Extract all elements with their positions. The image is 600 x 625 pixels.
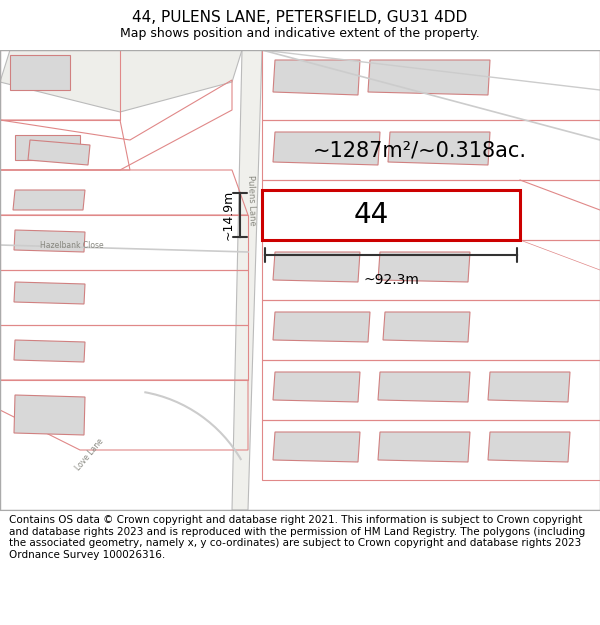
Polygon shape (14, 230, 85, 252)
Polygon shape (28, 140, 90, 165)
Polygon shape (273, 252, 360, 282)
Polygon shape (15, 135, 80, 160)
Polygon shape (488, 372, 570, 402)
Polygon shape (14, 340, 85, 362)
Polygon shape (378, 432, 470, 462)
Polygon shape (232, 50, 262, 510)
Polygon shape (378, 372, 470, 402)
Text: ~1287m²/~0.318ac.: ~1287m²/~0.318ac. (313, 140, 527, 160)
Bar (262, 190, 520, 240)
Text: Hazelbank Close: Hazelbank Close (40, 241, 104, 249)
Polygon shape (388, 132, 490, 165)
Polygon shape (378, 252, 470, 282)
Polygon shape (273, 60, 360, 95)
Polygon shape (10, 55, 70, 90)
Text: Map shows position and indicative extent of the property.: Map shows position and indicative extent… (120, 27, 480, 40)
Polygon shape (273, 372, 360, 402)
Polygon shape (383, 312, 470, 342)
Text: Pulens Lane: Pulens Lane (245, 174, 256, 226)
Polygon shape (488, 432, 570, 462)
Text: 44: 44 (353, 201, 389, 229)
Text: Love Lane: Love Lane (74, 438, 106, 472)
Polygon shape (13, 190, 85, 210)
Polygon shape (273, 132, 380, 165)
Polygon shape (14, 395, 85, 435)
Polygon shape (14, 282, 85, 304)
Polygon shape (0, 50, 242, 112)
Text: ~92.3m: ~92.3m (363, 273, 419, 287)
Text: 44, PULENS LANE, PETERSFIELD, GU31 4DD: 44, PULENS LANE, PETERSFIELD, GU31 4DD (133, 10, 467, 25)
Text: ~14.9m: ~14.9m (222, 190, 235, 240)
Polygon shape (368, 60, 490, 95)
Polygon shape (273, 432, 360, 462)
Polygon shape (273, 312, 370, 342)
Text: Contains OS data © Crown copyright and database right 2021. This information is : Contains OS data © Crown copyright and d… (9, 515, 585, 560)
